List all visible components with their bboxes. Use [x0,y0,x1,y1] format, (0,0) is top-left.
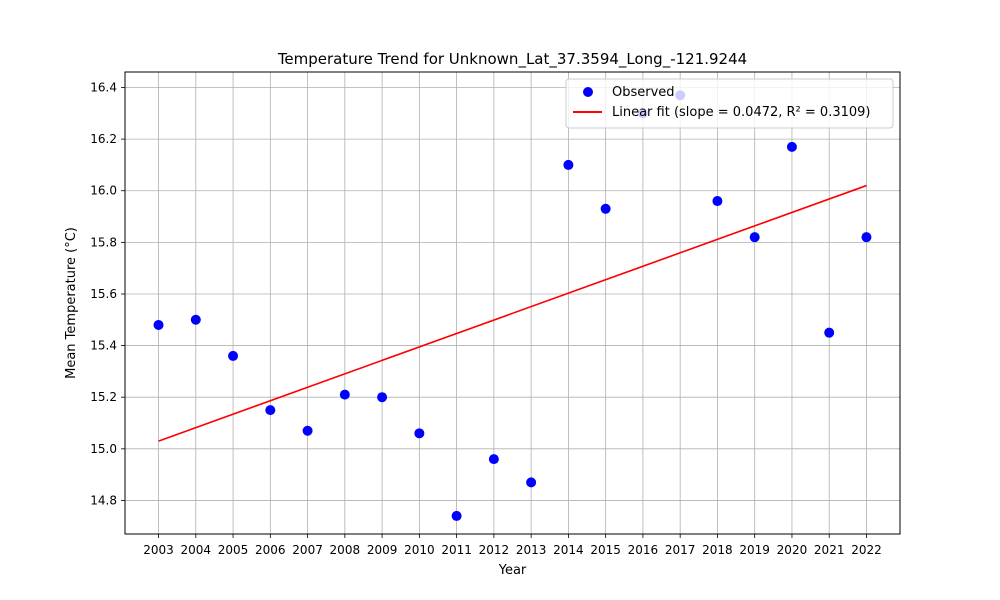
observed-point [153,319,164,330]
x-tick-label: 2008 [330,543,361,557]
y-tick-label: 15.2 [90,390,117,404]
x-tick-label: 2011 [441,543,472,557]
y-tick-label: 16.2 [90,132,117,146]
chart-title: Temperature Trend for Unknown_Lat_37.359… [277,50,747,69]
observed-point [749,232,760,243]
x-tick-label: 2016 [628,543,659,557]
x-axis-title: Year [498,563,527,578]
x-tick-label: 2012 [479,543,510,557]
observed-point [377,392,388,403]
x-axis-ticks: 2003 2004 2005 2006 2007 2008 2009 2010 2011 2012… [143,534,882,557]
x-tick-label: 2013 [516,543,547,557]
observed-point [712,196,723,207]
observed-point [228,350,239,361]
x-tick-label: 2015 [590,543,621,557]
observed-point [302,425,313,436]
observed-point [600,203,611,214]
x-tick-label: 2006 [255,543,286,557]
y-tick-label: 15.4 [90,339,117,353]
x-tick-label: 2020 [777,543,808,557]
observed-point [339,389,350,400]
observed-point [526,477,537,488]
y-tick-label: 15.0 [90,442,117,456]
plot-frame [124,71,901,535]
y-tick-label: 16.0 [90,184,117,198]
observed-point [414,428,425,439]
observed-point [451,510,462,521]
legend-fit-label: Linear fit (slope = 0.0472, R² = 0.3109) [612,105,870,120]
legend-box [565,78,894,129]
y-tick-label: 14.8 [90,493,117,507]
fit-line-layer [158,184,867,442]
x-tick-label: 2009 [367,543,398,557]
x-tick-label: 2018 [702,543,733,557]
y-tick-label: 16.4 [90,80,117,94]
observed-point [861,232,872,243]
linear-fit-line [158,184,867,442]
legend-observed-label: Observed [612,85,675,100]
observed-point [824,327,835,338]
observed-point [265,405,276,416]
observed-point [190,314,201,325]
x-tick-label: 2022 [851,543,882,557]
legend-observed-marker [583,87,593,97]
x-tick-label: 2005 [218,543,249,557]
x-tick-label: 2003 [143,543,174,557]
y-tick-label: 15.6 [90,287,117,301]
x-tick-label: 2017 [665,543,696,557]
legend: Observed Linear fit (slope = 0.0472, R² … [565,78,894,129]
x-tick-label: 2014 [553,543,584,557]
x-tick-label: 2021 [814,543,845,557]
grid-lines [125,72,900,534]
y-axis-ticks: 14.8 15.0 15.2 15.4 15.6 15.8 16.0 16.2 16.4 [90,80,125,507]
observed-point [786,141,797,152]
y-axis-title: Mean Temperature (°C) [64,227,79,379]
x-tick-label: 2010 [404,543,435,557]
y-tick-label: 15.8 [90,235,117,249]
x-tick-label: 2019 [739,543,770,557]
x-tick-label: 2004 [181,543,212,557]
x-tick-label: 2007 [292,543,323,557]
observed-point [488,454,499,465]
observed-point [563,159,574,170]
